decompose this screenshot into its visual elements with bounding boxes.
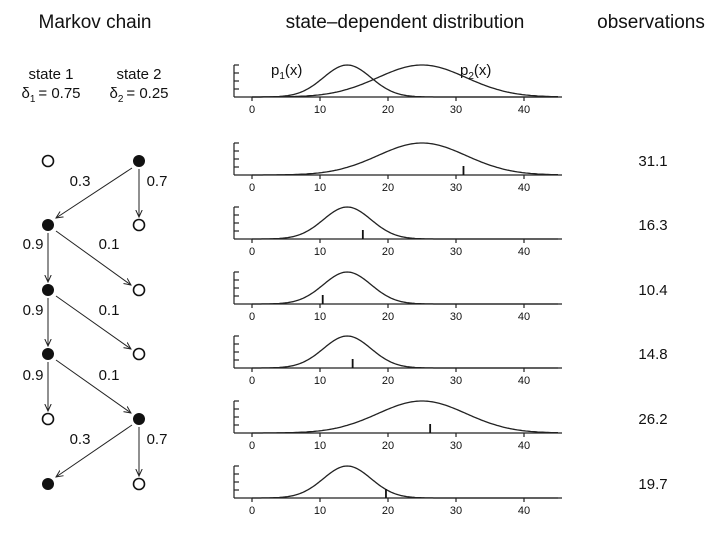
x-tick-label: 10 bbox=[314, 440, 326, 452]
x-tick-label: 40 bbox=[518, 311, 530, 323]
distribution-plots: 0 10 20 30 40 0 10 20 30 40 0 10 20 30 40 0 10 20 30 40 0 10 2… bbox=[233, 64, 562, 517]
delta-2-label: δ2 = 0.25 bbox=[109, 85, 168, 105]
arrow-t3s1-t4s2 bbox=[55, 295, 131, 349]
x-tick-label: 0 bbox=[249, 375, 255, 387]
arrow-t5s2-t6s1 bbox=[56, 424, 133, 477]
prob-label: 0.9 bbox=[23, 367, 44, 384]
x-tick-label: 30 bbox=[450, 182, 462, 194]
node-t5-state2 bbox=[133, 413, 145, 425]
p2-curve bbox=[252, 142, 558, 176]
x-tick-label: 30 bbox=[450, 440, 462, 452]
delta-1-label: δ1 = 0.75 bbox=[21, 85, 80, 105]
node-t4-state2 bbox=[132, 347, 146, 361]
x-tick-label: 0 bbox=[249, 182, 255, 194]
prob-label: 0.7 bbox=[147, 431, 168, 448]
p2-curve bbox=[252, 400, 558, 434]
x-tick-label: 30 bbox=[450, 104, 462, 116]
x-tick-label: 30 bbox=[450, 311, 462, 323]
node-t6-state2 bbox=[132, 477, 146, 491]
x-tick-label: 10 bbox=[314, 311, 326, 323]
x-tick-label: 10 bbox=[314, 375, 326, 387]
x-tick-label: 20 bbox=[382, 182, 394, 194]
x-tick-label: 0 bbox=[249, 104, 255, 116]
x-tick-label: 20 bbox=[382, 375, 394, 387]
node-t2-state1 bbox=[42, 219, 54, 231]
observation-value: 31.1 bbox=[638, 153, 667, 170]
x-tick-label: 40 bbox=[518, 505, 530, 517]
observation-value: 16.3 bbox=[638, 217, 667, 234]
chain-nodes bbox=[41, 154, 146, 491]
x-tick-label: 10 bbox=[314, 505, 326, 517]
x-tick-label: 0 bbox=[249, 440, 255, 452]
observation-value: 26.2 bbox=[638, 411, 667, 428]
prob-label: 0.1 bbox=[99, 302, 120, 319]
observation-value: 10.4 bbox=[638, 282, 667, 299]
distribution-header: state–dependent distribution bbox=[286, 12, 525, 33]
prob-label: 0.3 bbox=[70, 431, 91, 448]
prob-label: 0.1 bbox=[99, 367, 120, 384]
observation-value: 19.7 bbox=[638, 476, 667, 493]
x-tick-label: 40 bbox=[518, 182, 530, 194]
x-tick-label: 10 bbox=[314, 182, 326, 194]
node-t6-state1 bbox=[42, 478, 54, 490]
x-tick-label: 40 bbox=[518, 375, 530, 387]
prob-label: 0.3 bbox=[70, 173, 91, 190]
transition-probabilities: 0.3 0.7 0.9 0.1 0.9 0.1 0.9 0.1 0.3 0.7 bbox=[23, 173, 168, 448]
x-tick-label: 0 bbox=[249, 246, 255, 258]
x-tick-label: 30 bbox=[450, 505, 462, 517]
p1-curve bbox=[252, 271, 558, 305]
markov-chain-header: Markov chain bbox=[39, 12, 152, 33]
x-tick-label: 0 bbox=[249, 311, 255, 323]
x-tick-label: 0 bbox=[249, 505, 255, 517]
node-t1-state2 bbox=[133, 155, 145, 167]
x-tick-label: 20 bbox=[382, 104, 394, 116]
prob-label: 0.7 bbox=[147, 173, 168, 190]
p2-curve bbox=[252, 64, 558, 98]
node-t1-state1 bbox=[41, 154, 55, 168]
node-t5-state1 bbox=[41, 412, 55, 426]
x-tick-label: 40 bbox=[518, 440, 530, 452]
x-tick-label: 30 bbox=[450, 246, 462, 258]
p1-curve bbox=[252, 335, 558, 369]
state-2-label: state 2 bbox=[116, 66, 161, 83]
x-tick-label: 10 bbox=[314, 104, 326, 116]
arrow-t4s1-t5s2 bbox=[55, 359, 131, 413]
p1-curve bbox=[252, 64, 558, 98]
node-t2-state2 bbox=[132, 218, 146, 232]
x-tick-label: 20 bbox=[382, 505, 394, 517]
observations: 31.1 16.3 10.4 14.8 26.2 19.7 bbox=[638, 153, 667, 493]
state-1-label: state 1 bbox=[28, 66, 73, 83]
p1-curve bbox=[252, 206, 558, 240]
prob-label: 0.9 bbox=[23, 236, 44, 253]
node-t4-state1 bbox=[42, 348, 54, 360]
prob-label: 0.9 bbox=[23, 302, 44, 319]
prob-label: 0.1 bbox=[99, 236, 120, 253]
node-t3-state1 bbox=[42, 284, 54, 296]
observation-value: 14.8 bbox=[638, 346, 667, 363]
transition-arrows bbox=[48, 167, 139, 477]
x-tick-label: 20 bbox=[382, 311, 394, 323]
observations-header: observations bbox=[597, 12, 705, 33]
node-t3-state2 bbox=[132, 283, 146, 297]
x-tick-label: 20 bbox=[382, 440, 394, 452]
p1-curve bbox=[252, 465, 558, 499]
x-tick-label: 30 bbox=[450, 375, 462, 387]
x-tick-label: 40 bbox=[518, 104, 530, 116]
x-tick-label: 20 bbox=[382, 246, 394, 258]
p1-label: p1(x) bbox=[271, 62, 302, 82]
arrow-t1s2-t2s1 bbox=[56, 167, 133, 218]
arrow-t2s1-t3s2 bbox=[55, 230, 131, 285]
x-tick-label: 40 bbox=[518, 246, 530, 258]
p2-label: p2(x) bbox=[460, 62, 491, 82]
x-tick-label: 10 bbox=[314, 246, 326, 258]
